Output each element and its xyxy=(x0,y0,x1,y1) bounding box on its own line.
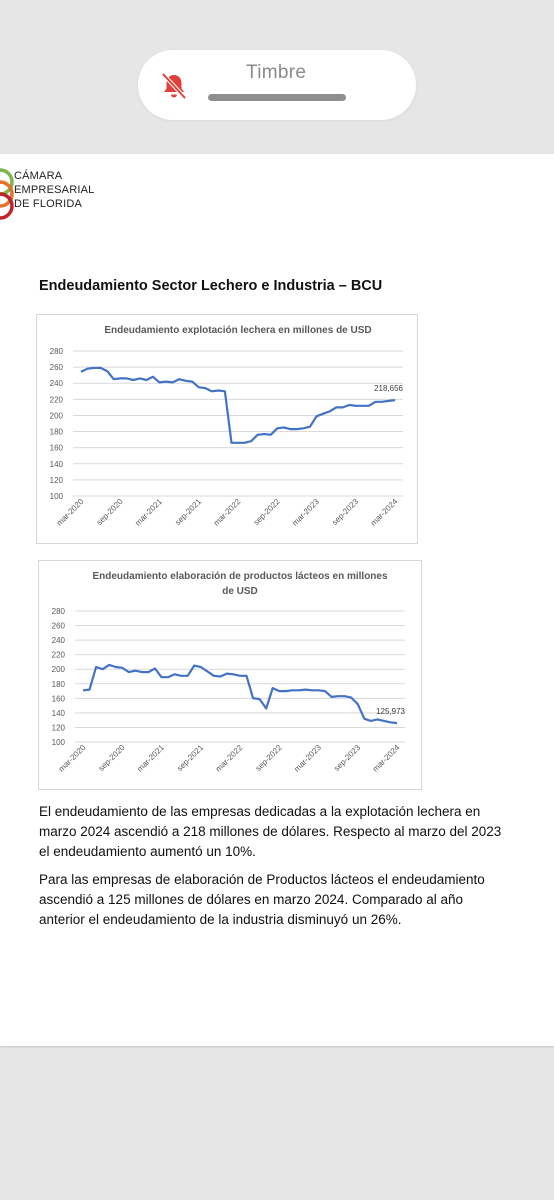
y-tick-label: 280 xyxy=(52,607,66,616)
y-tick-label: 120 xyxy=(52,723,66,732)
bell-muted-icon xyxy=(161,72,187,100)
y-tick-label: 240 xyxy=(52,636,66,645)
y-tick-label: 180 xyxy=(52,680,66,689)
logo-line-3: DE FLORIDA xyxy=(14,198,83,210)
y-tick-label: 220 xyxy=(52,651,66,660)
x-tick-label: sep-2023 xyxy=(330,497,360,527)
camara-empresarial-logo: CÁMARA EMPRESARIAL DE FLORIDA xyxy=(0,160,120,222)
x-tick-label: mar-2022 xyxy=(212,497,243,528)
logo-line-2: EMPRESARIAL xyxy=(14,184,95,196)
y-tick-label: 200 xyxy=(50,411,64,420)
y-tick-label: 120 xyxy=(50,476,64,485)
series-line xyxy=(80,366,396,444)
y-tick-label: 240 xyxy=(50,379,64,388)
x-tick-label: sep-2022 xyxy=(252,497,282,527)
y-tick-label: 160 xyxy=(52,694,66,703)
end-value-label: 218,656 xyxy=(374,384,403,393)
y-tick-label: 200 xyxy=(52,665,66,674)
y-tick-label: 160 xyxy=(50,444,64,453)
x-tick-label: sep-2021 xyxy=(175,743,205,773)
chart-title: de USD xyxy=(222,586,258,597)
x-tick-label: mar-2021 xyxy=(133,497,164,528)
end-value-label: 125,973 xyxy=(376,707,405,716)
x-tick-label: sep-2022 xyxy=(254,743,284,773)
y-tick-label: 140 xyxy=(50,460,64,469)
x-tick-label: sep-2020 xyxy=(95,497,125,527)
chart-lacteos-svg: Endeudamiento elaboración de productos l… xyxy=(52,571,406,774)
x-tick-label: mar-2022 xyxy=(214,743,245,774)
chart-title: Endeudamiento explotación lechera en mil… xyxy=(104,325,371,336)
chart-productos-lacteos: Endeudamiento elaboración de productos l… xyxy=(38,560,422,790)
chart-title: Endeudamiento elaboración de productos l… xyxy=(92,571,387,582)
paragraph-industria: Para las empresas de elaboración de Prod… xyxy=(39,872,485,927)
y-tick-label: 140 xyxy=(52,709,66,718)
x-tick-label: sep-2021 xyxy=(173,497,203,527)
x-tick-label: mar-2020 xyxy=(57,743,88,774)
section-heading: Endeudamiento Sector Lechero e Industria… xyxy=(39,278,383,294)
logo-rings-icon xyxy=(0,168,14,220)
notification-banner[interactable]: Timbre xyxy=(138,50,416,120)
x-tick-label: mar-2024 xyxy=(371,743,402,774)
x-tick-label: sep-2020 xyxy=(97,743,127,773)
y-tick-label: 260 xyxy=(52,622,66,631)
notification-progress-bar xyxy=(208,94,346,101)
chart-explotacion-lechera: Endeudamiento explotación lechera en mil… xyxy=(36,314,418,544)
y-tick-label: 260 xyxy=(50,363,64,372)
x-tick-label: mar-2020 xyxy=(55,497,86,528)
y-tick-label: 180 xyxy=(50,428,64,437)
document-page: CÁMARA EMPRESARIAL DE FLORIDA Endeudamie… xyxy=(0,154,554,1046)
chart-explotacion-svg: Endeudamiento explotación lechera en mil… xyxy=(50,325,404,528)
y-tick-label: 100 xyxy=(50,492,64,501)
paragraph-explotacion: El endeudamiento de las empresas dedicad… xyxy=(39,804,502,859)
x-tick-label: mar-2021 xyxy=(135,743,166,774)
logo-line-1: CÁMARA xyxy=(14,170,63,182)
x-tick-label: mar-2023 xyxy=(292,743,323,774)
x-tick-label: sep-2023 xyxy=(332,743,362,773)
series-line xyxy=(82,663,398,725)
y-tick-label: 100 xyxy=(52,738,66,747)
notification-title: Timbre xyxy=(246,62,307,83)
y-tick-label: 280 xyxy=(50,347,64,356)
x-tick-label: mar-2023 xyxy=(290,497,321,528)
y-tick-label: 220 xyxy=(50,395,64,404)
x-tick-label: mar-2024 xyxy=(369,497,400,528)
